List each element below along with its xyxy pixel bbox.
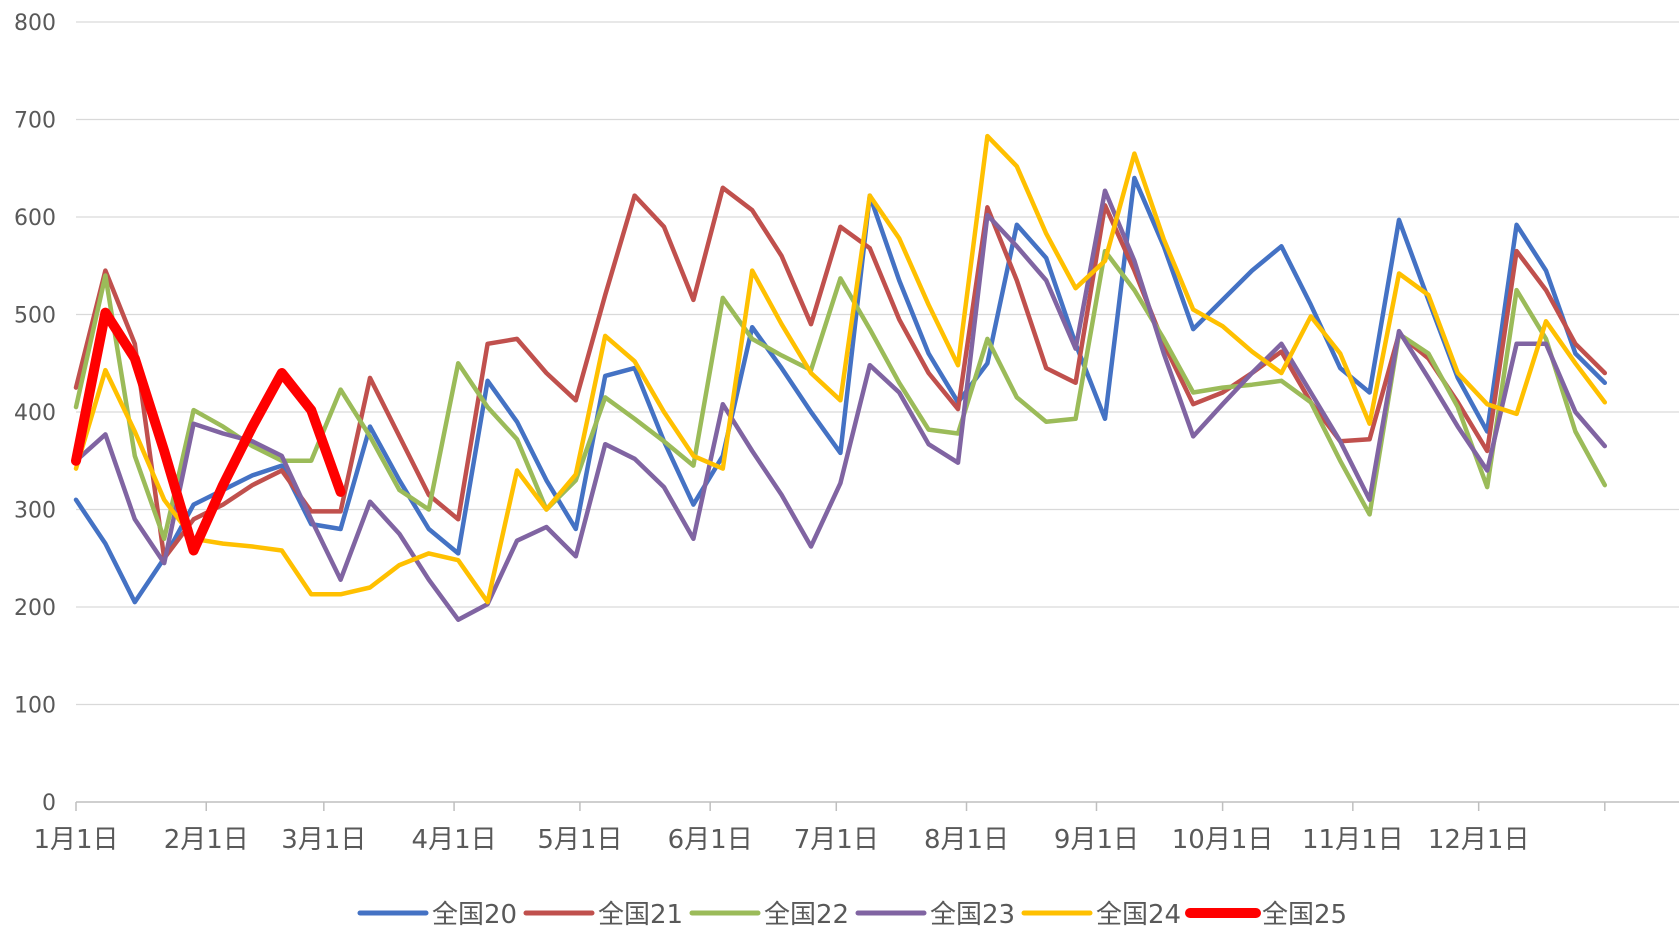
y-tick-label-100: 100 [14,694,56,719]
y-tick-label-700: 700 [14,109,56,134]
x-tick-label-6: 7月1日 [794,825,879,855]
x-tick-label-4: 5月1日 [537,825,622,855]
x-tick-label-3: 4月1日 [412,825,497,855]
grid-layer [76,21,1679,706]
y-tick-label-500: 500 [14,304,56,329]
x-tick-label-1: 2月1日 [164,825,249,855]
legend-label-3: 全国23 [930,900,1015,927]
legend-label-2: 全国22 [764,900,849,927]
x-tick-label-0: 1月1日 [33,825,118,855]
x-tick-label-11: 12月1日 [1428,825,1530,855]
y-tick-label-300: 300 [14,499,56,524]
x-tick-label-7: 8月1日 [924,825,1009,855]
legend-label-5: 全国25 [1262,900,1347,927]
series-line-5 [71,307,346,556]
legend: 全国20 全国21 全国22 全国23 全国24 全国25 [357,900,1347,927]
y-tick-label-0: 0 [42,791,56,816]
legend-label-4: 全国24 [1096,900,1181,927]
series-layer [71,133,1608,622]
x-tick-label-2: 3月1日 [281,825,366,855]
y-tick-label-600: 600 [14,206,56,231]
series-line-2 [73,248,1608,542]
legend-label-0: 全国20 [432,900,517,927]
series-line-1 [73,185,1608,561]
x-tick-label-5: 6月1日 [668,825,753,855]
legend-label-1: 全国21 [598,900,683,927]
series-line-4 [73,133,1608,605]
y-tick-label-800: 800 [14,11,56,36]
y-tick-label-200: 200 [14,596,56,621]
x-tick-label-10: 11月1日 [1302,825,1404,855]
series-line-3 [73,188,1608,622]
x-tick-label-9: 10月1日 [1172,825,1274,855]
x-tick-label-8: 9月1日 [1054,825,1139,855]
y-tick-label-400: 400 [14,401,56,426]
axis-layer: 0 100 200 300 400 500 600 700 800 1月1日 2月1日 3月1日 4月1… [14,11,1679,855]
